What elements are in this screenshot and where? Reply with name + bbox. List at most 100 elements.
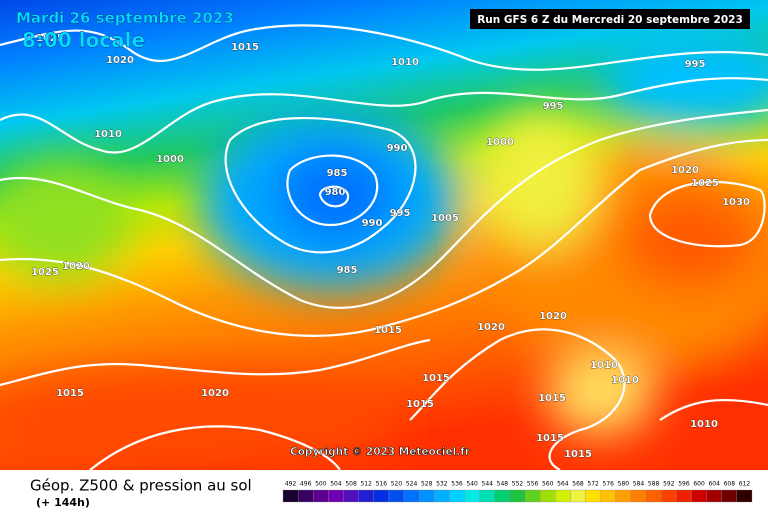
scale-value: 524: [406, 481, 418, 488]
scale-swatch: [464, 489, 480, 503]
scale-swatch: [449, 489, 465, 503]
isobar-label: 1015: [538, 393, 566, 404]
scale-swatch: [479, 489, 495, 503]
isobar-label: 1025: [31, 267, 59, 278]
isobar-label: 1030: [722, 197, 750, 208]
scale-swatch: [373, 489, 390, 503]
isobar-label: 1000: [486, 137, 514, 148]
scale-value: 548: [497, 481, 509, 488]
isobar-label: 1010: [391, 57, 419, 68]
scale-swatch: [388, 489, 405, 503]
isobar-label: 1015: [406, 399, 434, 410]
isobar-label: 1010: [690, 419, 718, 430]
isobar-label: 1015: [422, 373, 450, 384]
isobar-label: 985: [327, 168, 348, 179]
isobar-label: 1010: [590, 360, 618, 371]
scale-swatch: [343, 489, 359, 503]
scale-swatch: [434, 489, 450, 503]
isobar-label: 1010: [611, 375, 639, 386]
isobar-label: 995: [390, 208, 411, 219]
isobar-label: 995: [685, 59, 706, 70]
scale-value: 584: [633, 481, 645, 488]
isobar-label: 1020: [671, 165, 699, 176]
footer-title: Géop. Z500 & pression au sol: [30, 477, 252, 495]
scale-swatch: [419, 489, 435, 503]
scale-value: 600: [693, 481, 705, 488]
scale-swatch: [630, 489, 647, 503]
scale-value: 596: [678, 481, 690, 488]
scale-value: 500: [315, 481, 327, 488]
scale-swatch: [555, 489, 571, 503]
scale-value: 560: [542, 481, 554, 488]
isobar-label: 1000: [156, 154, 184, 165]
scale-swatch: [661, 489, 677, 503]
isobar-label: 1005: [431, 213, 459, 224]
scale-swatch: [721, 489, 738, 503]
isobar-label: 995: [543, 101, 564, 112]
scale-value: 564: [557, 481, 569, 488]
isobar-label: 1015: [231, 42, 259, 53]
scale-swatch: [313, 489, 329, 503]
scale-value: 568: [572, 481, 584, 488]
scale-value: 504: [330, 481, 342, 488]
scale-value: 572: [587, 481, 599, 488]
time: 8:00 locale: [22, 28, 145, 52]
scale-swatch: [676, 489, 692, 503]
isobar-label: 1025: [36, 33, 64, 44]
isobar-label: 1015: [536, 433, 564, 444]
scale-swatch: [600, 489, 616, 503]
scale-swatch: [328, 489, 344, 503]
run-box: [470, 9, 750, 29]
scale-swatch: [282, 489, 299, 503]
scale-value: 608: [724, 481, 736, 488]
scale-swatch: [736, 489, 753, 503]
isobar-label: 1010: [94, 129, 122, 140]
scale-value: 556: [527, 481, 539, 488]
scale-value: 512: [360, 481, 372, 488]
isobar-label: 1020: [62, 261, 90, 272]
scale-value: 496: [300, 481, 312, 488]
scale-value: 520: [391, 481, 403, 488]
scale-swatch: [297, 489, 314, 503]
scale-value: 604: [708, 481, 720, 488]
isobar-label: 1015: [374, 325, 402, 336]
isobar-label: 1015: [564, 449, 592, 460]
scale-value: 508: [345, 481, 357, 488]
scale-value: 592: [663, 481, 675, 488]
isobar-label: 1025: [691, 178, 719, 189]
color-scale: 492 496 500 504 508 512 516 520 524 528 532 536 540 5…: [282, 481, 753, 503]
isobar-label: 1015: [56, 388, 84, 399]
scale-value: 516: [376, 481, 388, 488]
scale-value: 612: [739, 481, 751, 488]
scale-value: 576: [603, 481, 615, 488]
scale-value: 536: [451, 481, 463, 488]
scale-swatch: [524, 489, 541, 503]
scale-swatch: [509, 489, 526, 503]
copyright: Copyright © 2023 Meteociel.fr: [290, 446, 471, 458]
scale-swatch: [585, 489, 601, 503]
scale-swatch: [494, 489, 511, 503]
scale-value: 540: [466, 481, 478, 488]
isobar-label: 980: [325, 187, 346, 198]
scale-value: 552: [512, 481, 524, 488]
field: [0, 0, 768, 470]
scale-swatch: [691, 489, 707, 503]
scale-swatch: [645, 489, 662, 503]
scale-value: 580: [618, 481, 630, 488]
scale-value: 544: [482, 481, 494, 488]
scale-swatch: [403, 489, 420, 503]
scale-swatch: [570, 489, 586, 503]
isobar-label: 990: [387, 143, 408, 154]
scale-value: 492: [285, 481, 297, 488]
scale-swatch: [706, 489, 722, 503]
isobar-label: 1020: [539, 311, 567, 322]
isobar-label: 1020: [477, 322, 505, 333]
run-info: Run GFS 6 Z du Mercredi 20 septembre 202…: [477, 14, 743, 26]
isobar-label: 985: [337, 265, 358, 276]
isobar-label: 1020: [201, 388, 229, 399]
footer-subtitle: (+ 144h): [36, 496, 90, 509]
scale-swatch: [615, 489, 632, 503]
isobars: [0, 24, 768, 471]
